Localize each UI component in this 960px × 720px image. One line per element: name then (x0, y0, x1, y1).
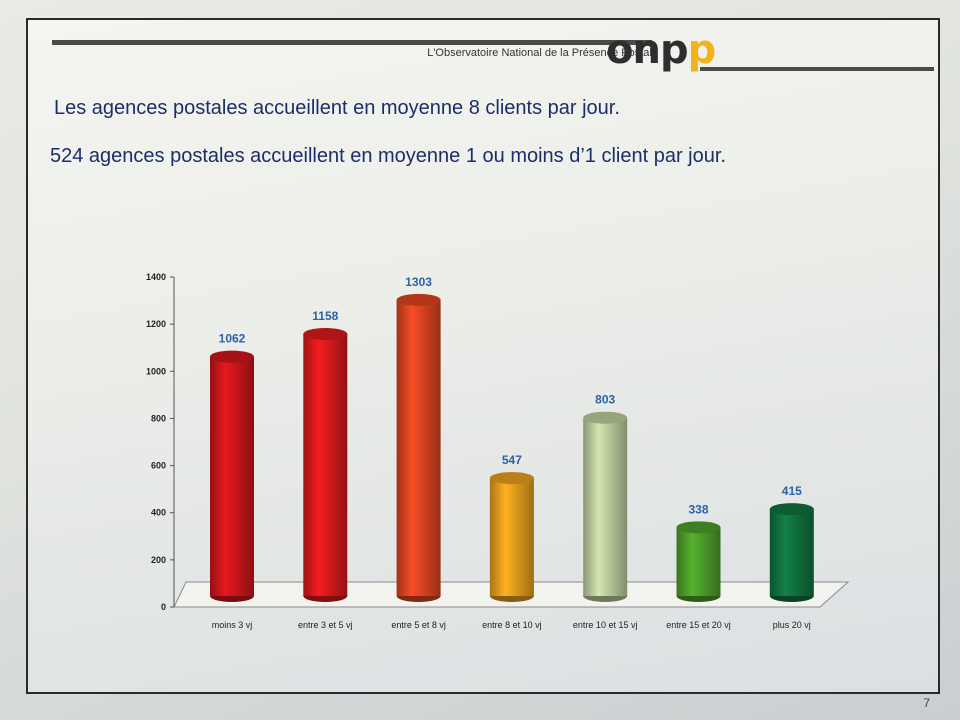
onpp-logo: onpp (606, 27, 716, 73)
y-tick-label: 0 (161, 602, 166, 612)
category-label: moins 3 vj (212, 620, 253, 630)
value-label: 1062 (219, 332, 246, 346)
value-label: 1303 (405, 275, 432, 289)
bar (769, 503, 814, 602)
y-tick-label: 200 (151, 555, 166, 565)
header-rule-left (52, 40, 652, 45)
category-label: plus 20 vj (773, 620, 811, 630)
bar (676, 521, 721, 602)
category-label: entre 3 et 5 vj (298, 620, 353, 630)
bar (396, 293, 441, 602)
value-label: 803 (595, 393, 615, 407)
bar-body (396, 299, 441, 596)
headline-low-traffic-agencies: 524 agences postales accueillent en moye… (50, 145, 726, 167)
value-label: 1158 (312, 309, 338, 323)
y-tick-label: 1000 (146, 366, 166, 376)
bar-top (676, 521, 721, 534)
header-rule-right (700, 67, 934, 71)
bar-body (769, 509, 814, 596)
bar-body (303, 334, 348, 596)
chart-bars (210, 293, 814, 602)
value-label: 338 (688, 502, 708, 516)
value-label: 415 (782, 484, 802, 498)
bar (303, 328, 348, 602)
y-tick-label: 1400 (146, 272, 166, 282)
bar (210, 350, 254, 602)
category-label: entre 5 et 8 vj (391, 620, 446, 630)
bar-top (396, 293, 441, 306)
bar-top (489, 472, 534, 485)
bar-top (303, 328, 348, 341)
bar (583, 411, 628, 602)
y-tick-label: 400 (151, 508, 166, 518)
headline-average-clients: Les agences postales accueillent en moye… (54, 97, 620, 119)
bar-body (583, 417, 628, 596)
bar-body (489, 478, 534, 596)
bar-top (210, 350, 254, 363)
page-number: 7 (923, 696, 930, 710)
bar-body (676, 527, 721, 596)
org-name: L'Observatoire National de la Présence P… (427, 47, 658, 59)
category-label: entre 15 et 20 vj (666, 620, 731, 630)
y-tick-label: 1200 (146, 319, 166, 329)
category-label: entre 8 et 10 vj (482, 620, 542, 630)
y-tick-label: 800 (151, 413, 166, 423)
chart-labels: 1062 moins 3 vj 1158 entre 3 et 5 vj 1303 ent… (212, 275, 811, 630)
bar (489, 472, 534, 602)
bar-body (210, 356, 254, 596)
category-label: entre 10 et 15 vj (573, 620, 638, 630)
bar-top (769, 503, 814, 516)
value-label: 547 (502, 453, 522, 467)
bar-top (583, 411, 628, 424)
y-tick-label: 600 (151, 461, 166, 471)
